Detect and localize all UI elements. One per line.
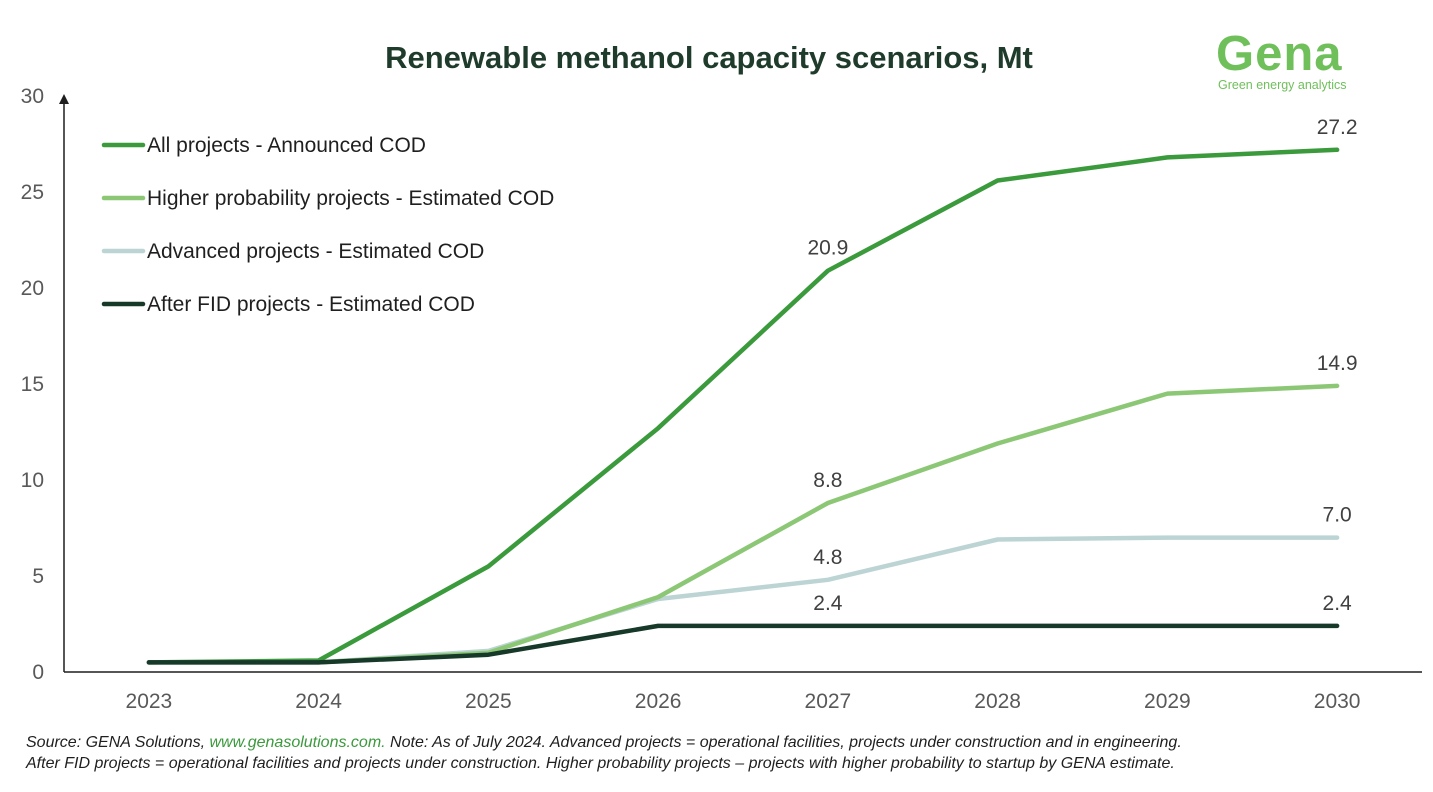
y-tick-label-10: 10 — [21, 469, 44, 492]
x-tick-label-2026: 2026 — [635, 690, 682, 713]
legend-label-4: After FID projects - Estimated COD — [147, 293, 475, 316]
series-line-4 — [146, 623, 1340, 665]
y-tick-label-15: 15 — [21, 373, 44, 396]
x-tick-label-2024: 2024 — [295, 690, 342, 713]
legend-label-3: Advanced projects - Estimated COD — [147, 240, 484, 263]
y-tick-label-5: 5 — [32, 565, 44, 588]
chart-legend: All projects - Announced COD Higher proba… — [101, 134, 554, 316]
footnote-source: Source: GENA Solutions, — [26, 734, 210, 751]
x-tick-label-2023: 2023 — [126, 690, 173, 713]
x-tick-label-2025: 2025 — [465, 690, 512, 713]
legend-label-1: All projects - Announced COD — [147, 134, 426, 157]
x-tick-label-2028: 2028 — [974, 690, 1021, 713]
chart-data-labels: 20.9 27.2 8.8 14.9 4.8 7.0 2.4 2.4 — [807, 116, 1357, 615]
gena-logo: Gena Green energy analytics — [1212, 28, 1387, 98]
data-label-s2-2030: 14.9 — [1317, 352, 1358, 375]
y-tick-label-20: 20 — [21, 277, 44, 300]
data-label-s3-2027: 4.8 — [813, 546, 842, 569]
x-tick-label-2027: 2027 — [805, 690, 852, 713]
y-axis-arrow — [59, 94, 69, 104]
series-line-3 — [146, 535, 1340, 665]
x-tick-label-2029: 2029 — [1144, 690, 1191, 713]
logo-wordmark: Gena — [1216, 27, 1343, 81]
data-label-s4-2027: 2.4 — [813, 592, 843, 615]
logo-tagline: Green energy analytics — [1218, 78, 1347, 92]
footnote-link[interactable]: www.genasolutions.com. — [209, 734, 386, 751]
y-tick-label-30: 30 — [21, 85, 44, 108]
y-tick-label-25: 25 — [21, 181, 44, 204]
chart-title: Renewable methanol capacity scenarios, M… — [385, 40, 1033, 75]
data-label-s3-2030: 7.0 — [1323, 504, 1352, 527]
series-line-1 — [146, 147, 1340, 665]
chart-series — [146, 147, 1340, 665]
series-line-2 — [146, 383, 1340, 665]
legend-label-2: Higher probability projects - Estimated … — [147, 187, 554, 210]
footnote-line-2: After FID projects = operational facilit… — [26, 755, 1175, 772]
footnote: Source: GENA Solutions, www.genasolution… — [26, 732, 1416, 774]
data-label-s4-2030: 2.4 — [1323, 592, 1353, 615]
data-label-s1-2030: 27.2 — [1317, 116, 1358, 139]
footnote-line-1: Source: GENA Solutions, www.genasolution… — [26, 732, 1416, 753]
x-tick-label-2030: 2030 — [1314, 690, 1361, 713]
y-tick-label-0: 0 — [32, 661, 44, 684]
footnote-note: Note: As of July 2024. Advanced projects… — [385, 734, 1182, 751]
data-label-s2-2027: 8.8 — [813, 469, 842, 492]
data-label-s1-2027: 20.9 — [807, 237, 848, 260]
